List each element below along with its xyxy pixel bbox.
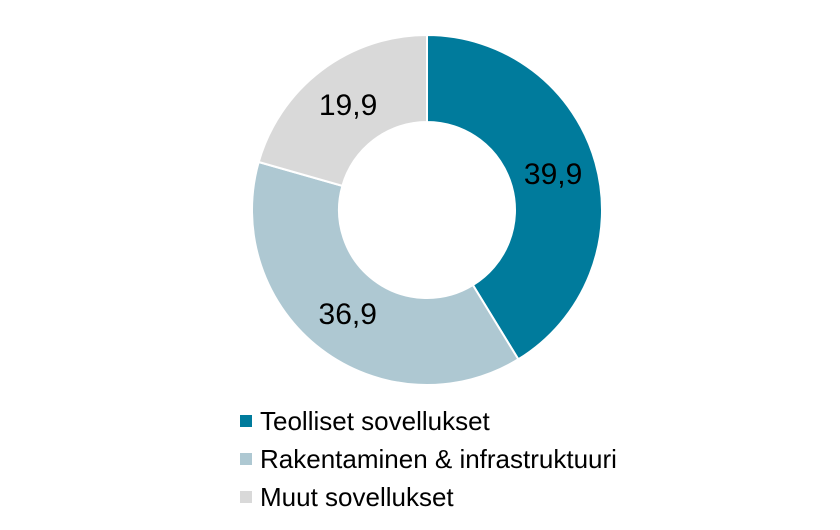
legend-item-rakentaminen: Rakentaminen & infrastruktuuri: [240, 440, 617, 478]
legend-item-muut: Muut sovellukset: [240, 478, 617, 516]
slice-muut: [257, 33, 428, 188]
chart-legend: Teolliset sovellukset Rakentaminen & inf…: [240, 402, 617, 516]
donut-slices: [251, 33, 603, 386]
legend-label-rakentaminen: Rakentaminen & infrastruktuuri: [260, 443, 617, 474]
donut-chart: 39,9 36,9 19,9: [251, 33, 603, 386]
legend-item-teolliset: Teolliset sovellukset: [240, 402, 617, 440]
slice-value-label-rakentaminen: 36,9: [319, 298, 377, 331]
legend-swatch-muut: [240, 491, 252, 503]
legend-swatch-rakentaminen: [240, 453, 252, 465]
legend-label-teolliset: Teolliset sovellukset: [260, 405, 490, 436]
legend-swatch-teolliset: [240, 415, 252, 427]
slice-rakentaminen: [251, 160, 520, 386]
slice-value-label-teolliset: 39,9: [524, 158, 582, 191]
slice-value-labels: 39,9 36,9 19,9: [319, 89, 583, 331]
slice-teolliset: [426, 33, 603, 361]
slice-value-label-muut: 19,9: [319, 89, 377, 122]
legend-label-muut: Muut sovellukset: [260, 481, 454, 512]
